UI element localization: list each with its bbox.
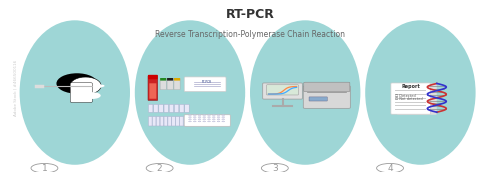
FancyBboxPatch shape: [176, 117, 179, 126]
FancyBboxPatch shape: [164, 104, 168, 112]
Circle shape: [217, 115, 220, 116]
Ellipse shape: [20, 20, 130, 165]
Text: 3: 3: [272, 164, 278, 173]
FancyBboxPatch shape: [191, 117, 195, 126]
Ellipse shape: [56, 73, 98, 94]
FancyBboxPatch shape: [304, 86, 350, 108]
Circle shape: [212, 117, 215, 118]
FancyBboxPatch shape: [164, 117, 168, 126]
Text: Adobe Stock | #466500116: Adobe Stock | #466500116: [14, 59, 18, 116]
Circle shape: [262, 163, 288, 173]
FancyBboxPatch shape: [172, 117, 176, 126]
FancyBboxPatch shape: [150, 83, 156, 99]
Circle shape: [198, 115, 201, 116]
FancyBboxPatch shape: [152, 117, 156, 126]
FancyBboxPatch shape: [148, 75, 158, 79]
Circle shape: [208, 121, 210, 122]
Ellipse shape: [365, 20, 476, 165]
Circle shape: [203, 121, 205, 122]
FancyBboxPatch shape: [397, 83, 436, 115]
Circle shape: [212, 119, 215, 120]
Circle shape: [376, 163, 404, 173]
Circle shape: [222, 121, 224, 122]
Circle shape: [217, 119, 220, 120]
Circle shape: [198, 121, 201, 122]
FancyBboxPatch shape: [184, 117, 187, 126]
Text: RT-PCR: RT-PCR: [202, 80, 212, 84]
Circle shape: [194, 115, 196, 116]
Ellipse shape: [250, 20, 360, 165]
FancyBboxPatch shape: [188, 117, 191, 126]
Circle shape: [208, 117, 210, 118]
FancyBboxPatch shape: [185, 104, 189, 112]
Circle shape: [188, 117, 192, 118]
Ellipse shape: [84, 92, 100, 99]
Circle shape: [208, 119, 210, 120]
FancyBboxPatch shape: [180, 104, 184, 112]
Circle shape: [203, 119, 205, 120]
FancyBboxPatch shape: [266, 85, 298, 95]
Polygon shape: [100, 85, 104, 87]
Circle shape: [188, 121, 192, 122]
Circle shape: [188, 119, 192, 120]
Circle shape: [198, 119, 201, 120]
FancyBboxPatch shape: [160, 117, 164, 126]
FancyBboxPatch shape: [304, 82, 350, 92]
Circle shape: [222, 117, 224, 118]
Text: Reverse Transcription-Polymerase Chain Reaction: Reverse Transcription-Polymerase Chain R…: [155, 30, 345, 38]
Text: RT-PCR: RT-PCR: [226, 8, 274, 21]
FancyBboxPatch shape: [160, 78, 166, 81]
Ellipse shape: [135, 20, 245, 165]
Ellipse shape: [70, 77, 101, 94]
Circle shape: [217, 117, 220, 118]
Circle shape: [203, 117, 205, 118]
Text: ☐ Detected: ☐ Detected: [396, 94, 416, 98]
FancyBboxPatch shape: [167, 78, 173, 81]
Circle shape: [222, 119, 224, 120]
FancyBboxPatch shape: [156, 117, 160, 126]
Circle shape: [194, 119, 196, 120]
FancyBboxPatch shape: [262, 83, 302, 99]
Text: Report: Report: [401, 84, 420, 89]
Circle shape: [217, 121, 220, 122]
Circle shape: [212, 115, 215, 116]
FancyBboxPatch shape: [184, 77, 226, 92]
FancyBboxPatch shape: [160, 79, 166, 90]
FancyBboxPatch shape: [148, 117, 152, 126]
FancyBboxPatch shape: [70, 83, 92, 102]
Circle shape: [188, 115, 192, 116]
Circle shape: [203, 115, 205, 116]
Circle shape: [194, 117, 196, 118]
Circle shape: [146, 163, 173, 173]
Circle shape: [198, 117, 201, 118]
FancyBboxPatch shape: [154, 104, 158, 112]
Text: 1: 1: [42, 164, 48, 173]
Circle shape: [31, 163, 58, 173]
FancyBboxPatch shape: [159, 104, 164, 112]
Circle shape: [208, 115, 210, 116]
FancyBboxPatch shape: [168, 117, 172, 126]
FancyBboxPatch shape: [148, 76, 158, 100]
FancyBboxPatch shape: [391, 83, 430, 114]
FancyBboxPatch shape: [174, 79, 180, 90]
FancyBboxPatch shape: [167, 79, 173, 90]
FancyBboxPatch shape: [148, 104, 153, 112]
Circle shape: [194, 121, 196, 122]
Text: 4: 4: [387, 164, 393, 173]
Circle shape: [222, 115, 224, 116]
Text: ☐ Not detected: ☐ Not detected: [396, 97, 423, 101]
FancyBboxPatch shape: [174, 78, 180, 81]
Circle shape: [212, 121, 215, 122]
FancyBboxPatch shape: [174, 104, 179, 112]
Text: 2: 2: [157, 164, 162, 173]
FancyBboxPatch shape: [180, 117, 183, 126]
FancyBboxPatch shape: [169, 104, 173, 112]
FancyBboxPatch shape: [309, 97, 328, 101]
FancyBboxPatch shape: [184, 115, 230, 126]
